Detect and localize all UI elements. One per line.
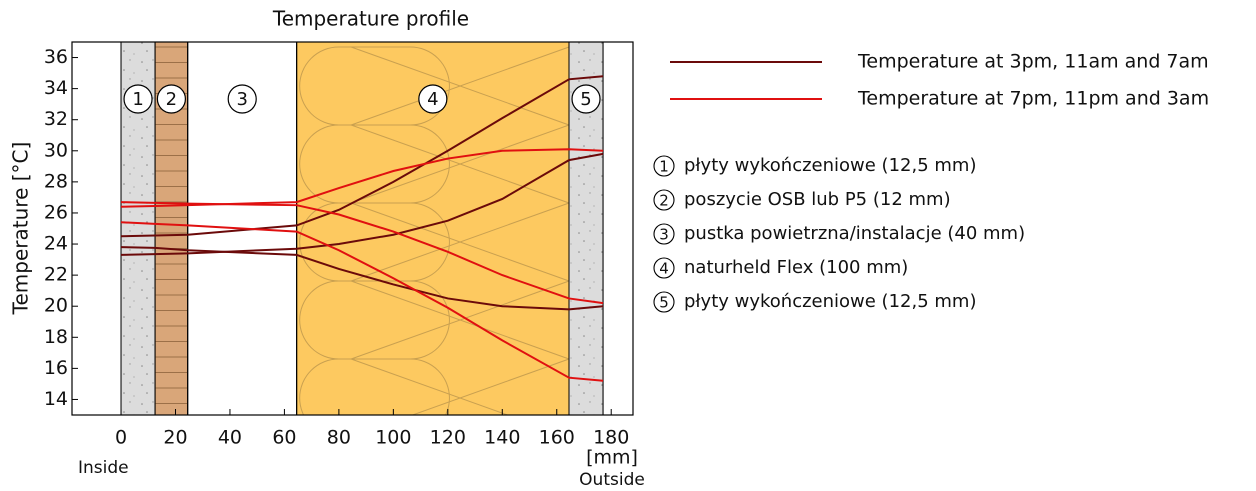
legend-badge-number: 5 (659, 294, 669, 312)
layer-number: 4 (427, 89, 438, 110)
legend-badge (653, 257, 675, 279)
y-tick-label: 30 (44, 139, 68, 161)
x-tick-label: 0 (115, 427, 127, 449)
layer-badge (123, 84, 153, 114)
x-tick-label: 120 (430, 427, 466, 449)
insulation-line (350, 280, 570, 360)
y-tick-label: 20 (44, 295, 68, 317)
insulation-line (350, 124, 570, 204)
temperature-line (120, 221, 604, 382)
y-axis-label: Temperature [°C] (9, 142, 33, 316)
layer-description: naturheld Flex (100 mm) (684, 257, 908, 278)
legend-badge (653, 223, 675, 245)
temperature-line (120, 75, 604, 238)
curves (120, 75, 604, 382)
x-tick-label: 140 (484, 427, 520, 449)
y-tick-label: 34 (44, 77, 68, 99)
legend-badge (653, 291, 675, 313)
x-unit-label: [mm] (586, 447, 638, 469)
insulation-line (350, 202, 570, 282)
layer-badge (418, 84, 448, 114)
legend-label: Temperature at 7pm, 11pm and 3am (857, 88, 1209, 110)
x-tick-label: 100 (375, 427, 411, 449)
y-tick-label: 14 (44, 388, 68, 410)
y-tick-label: 18 (44, 326, 68, 348)
legend-badge-number: 3 (659, 226, 669, 244)
y-tick-label: 16 (44, 357, 68, 379)
chart-title: Temperature profile (272, 7, 469, 31)
x-tick-label: 60 (272, 427, 296, 449)
layer-number: 2 (166, 89, 177, 110)
layer-number: 3 (236, 89, 247, 110)
layer-number: 1 (132, 89, 143, 110)
layer-description: płyty wykończeniowe (12,5 mm) (684, 155, 976, 176)
y-tick-label: 22 (44, 264, 68, 286)
y-tick-label: 28 (44, 170, 68, 192)
insulation-lobe (299, 358, 450, 415)
temperature-line (120, 246, 604, 311)
x-tick-label: 20 (163, 427, 187, 449)
layer-description: poszycie OSB lub P5 (12 mm) (684, 189, 951, 210)
x-tick-label: 180 (593, 427, 629, 449)
y-tick-label: 32 (44, 108, 68, 130)
legend-badge-number: 1 (659, 158, 669, 176)
insulation-line (411, 358, 570, 415)
temperature-line (120, 148, 604, 208)
temperature-line (120, 201, 604, 305)
x-tick-label: 160 (539, 427, 575, 449)
layer-badge (156, 84, 187, 114)
legend-badge-number: 4 (659, 260, 669, 278)
legend-badge (653, 155, 675, 177)
y-tick-label: 26 (44, 201, 68, 223)
inside-label: Inside (78, 458, 129, 478)
layer-number: 5 (580, 89, 591, 110)
layer-border (568, 42, 604, 415)
insulation-line (350, 46, 570, 126)
x-tick-label: 80 (327, 427, 351, 449)
plot-frame (71, 41, 634, 416)
legend-badge-number: 2 (659, 192, 669, 210)
layer-badge (571, 84, 601, 114)
layer-description: pustka powietrzna/instalacje (40 mm) (684, 223, 1025, 244)
layer-description: płyty wykończeniowe (12,5 mm) (684, 291, 976, 312)
temperature-line (120, 152, 604, 256)
x-tick-label: 40 (218, 427, 242, 449)
layer-badge (227, 84, 257, 114)
legend-label: Temperature at 3pm, 11am and 7am (857, 51, 1209, 73)
y-tick-label: 24 (44, 233, 68, 255)
outside-label: Outside (579, 470, 645, 490)
legend-badge (653, 189, 675, 211)
y-tick-label: 36 (44, 46, 68, 68)
